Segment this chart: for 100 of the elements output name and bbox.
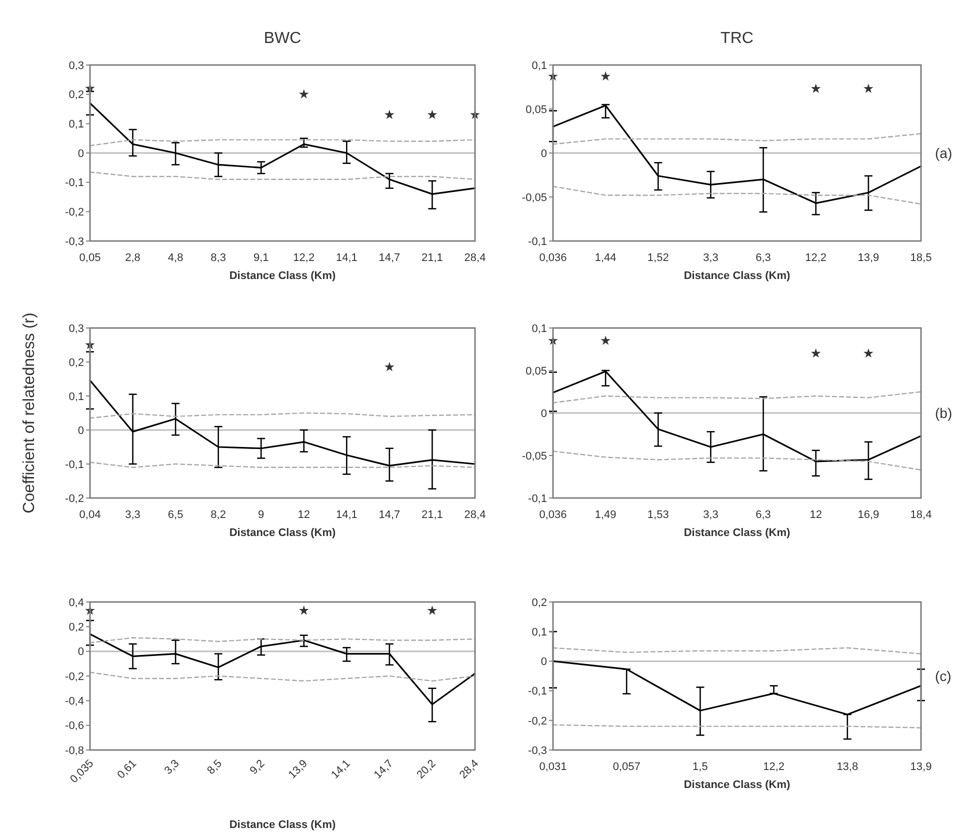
y-tick-label: 0,1 (68, 390, 84, 403)
y-tick-label: 0,2 (532, 596, 547, 609)
y-tick-label: 0,3 (68, 60, 84, 72)
text: (a) (935, 144, 952, 161)
x-tick-label: 14,1 (336, 252, 358, 264)
y-tick-label: 0,1 (532, 322, 547, 335)
x-tick-label: 3,3 (703, 509, 718, 521)
text: (b) (935, 404, 952, 421)
x-tick-label: 6,3 (756, 252, 771, 264)
x-tick-label: 13,9 (286, 758, 310, 782)
y-tick-label: 0,3 (68, 322, 84, 335)
x-tick-label: 3,3 (162, 758, 182, 777)
y-tick-label: 0 (540, 656, 547, 668)
y-tick-label: 0,1 (532, 626, 547, 638)
x-tick-label: 6,3 (756, 509, 771, 521)
line-series (552, 186, 922, 205)
x-tick-label: 0,61 (115, 758, 139, 782)
line-series (552, 133, 922, 145)
x-tick-label: 16,9 (858, 509, 880, 521)
x-tick-label: 14,1 (329, 758, 353, 782)
x-axis-title: Distance Class (Km) (684, 270, 791, 282)
x-tick-label: 12,2 (805, 252, 827, 264)
y-tick-label: -0,4 (65, 696, 84, 708)
x-tick-label: 21,1 (422, 252, 443, 264)
line-series (552, 450, 922, 471)
line-series (552, 391, 922, 404)
x-axis-title: Distance Class (Km) (229, 527, 336, 539)
y-tick-label: -0,3 (65, 236, 84, 248)
x-axis-title: Distance Class (Km) (229, 819, 336, 831)
y-tick-label: 0,05 (526, 365, 547, 378)
y-tick-label: 0,2 (68, 356, 84, 369)
y-tick-label: -0,2 (65, 492, 84, 505)
x-tick-label: 14,7 (378, 252, 400, 264)
y-tick-label: -0,1 (528, 686, 547, 698)
y-tick-label: 0,1 (68, 118, 84, 131)
x-tick-label: 14,1 (336, 509, 358, 521)
x-tick-label: 13,8 (836, 761, 858, 773)
x-tick-label: 13,9 (858, 252, 880, 264)
x-tick-label: 8,2 (210, 509, 226, 521)
y-tick-label: -0,1 (528, 236, 547, 248)
y-tick-label: -0,2 (528, 715, 547, 728)
x-tick-label: 0,036 (539, 509, 567, 521)
text: (c) (935, 668, 952, 684)
y-axis-title: Coefficient of relatedness (r) (21, 312, 38, 514)
y-tick-label: 0,2 (68, 89, 84, 102)
y-tick-label: -0,8 (65, 744, 84, 757)
x-tick-label: 18,5 (910, 252, 932, 264)
x-tick-label: 8,3 (210, 252, 226, 264)
x-tick-label: 0,031 (539, 761, 567, 773)
x-tick-label: 21,1 (422, 509, 443, 521)
x-tick-label: 28,4 (464, 252, 486, 264)
chart-title: BWC (264, 30, 302, 47)
y-tick-label: -0,1 (528, 492, 547, 505)
x-tick-label: 14,7 (378, 509, 400, 521)
x-tick-label: 1,44 (594, 252, 616, 264)
x-tick-label: 6,5 (168, 509, 184, 521)
y-tick-label: 0,05 (526, 104, 547, 116)
x-tick-label: 1,53 (647, 509, 669, 521)
x-tick-label: 8,5 (205, 758, 224, 777)
y-tick-label: -0,6 (65, 720, 84, 732)
y-tick-label: -0,1 (65, 458, 84, 471)
x-tick-label: 3,3 (703, 252, 718, 264)
y-tick-label: 0 (78, 424, 84, 437)
y-tick-label: -0,1 (65, 177, 84, 190)
x-tick-label: 9,2 (248, 758, 268, 777)
chart-title: TRC (720, 30, 754, 47)
x-tick-label: 12 (298, 509, 310, 521)
y-tick-label: -0,05 (522, 450, 547, 462)
x-tick-label: 28,4 (464, 509, 486, 521)
x-tick-label: 12,2 (293, 252, 315, 264)
y-tick-label: 0 (540, 408, 547, 420)
y-tick-label: 0,2 (68, 622, 84, 634)
x-tick-label: 18,4 (910, 509, 932, 521)
x-axis-title: Distance Class (Km) (684, 779, 791, 791)
x-tick-label: 0,04 (79, 509, 101, 521)
y-tick-label: -0,05 (522, 192, 547, 204)
y-tick-label: 0 (78, 646, 84, 658)
y-tick-label: 0 (78, 148, 84, 160)
x-tick-label: 9 (258, 509, 264, 521)
x-tick-label: 2,8 (125, 252, 140, 264)
y-tick-label: -0,2 (65, 206, 84, 219)
x-axis-title: Distance Class (Km) (229, 270, 336, 282)
line-series (89, 672, 476, 682)
x-tick-label: 1,52 (647, 252, 669, 264)
y-tick-label: -0,3 (528, 744, 547, 757)
y-tick-label: 0,1 (532, 60, 547, 72)
y-tick-label: -0,2 (65, 670, 84, 683)
x-tick-label: 13,9 (910, 761, 932, 773)
x-tick-label: 0,057 (612, 761, 640, 773)
x-tick-label: 0,036 (539, 252, 567, 264)
y-tick-label: 0 (540, 148, 547, 160)
x-tick-label: 1,5 (692, 761, 708, 773)
x-tick-label: 9,1 (253, 252, 269, 264)
x-axis-title: Distance Class (Km) (684, 527, 791, 539)
y-tick-label: 0,4 (68, 596, 84, 609)
x-tick-label: 12,2 (763, 761, 785, 773)
x-tick-label: 3,3 (125, 509, 140, 521)
x-tick-label: 12 (810, 509, 822, 521)
x-tick-label: 1,49 (594, 509, 616, 521)
x-tick-label: 4,8 (168, 252, 184, 264)
